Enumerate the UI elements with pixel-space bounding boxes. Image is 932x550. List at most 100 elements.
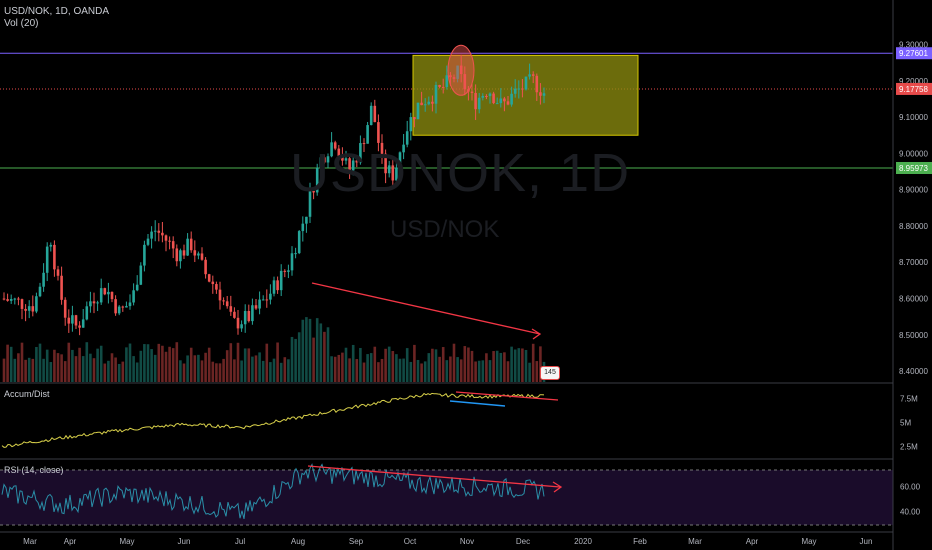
accum-dist-pane[interactable] — [1, 391, 559, 448]
volume-bar — [337, 354, 341, 382]
candle-body — [326, 156, 330, 163]
candle-body — [366, 125, 369, 144]
candle-body — [157, 230, 161, 233]
volume-bar — [114, 357, 117, 382]
volume-bar — [74, 356, 78, 382]
candle-body — [312, 190, 315, 193]
volume-bar — [63, 361, 67, 382]
accum-tick-label: 5M — [900, 418, 911, 427]
volume-bar — [233, 359, 236, 382]
candle-body — [488, 93, 492, 97]
candle-body — [261, 299, 265, 301]
candle-body — [81, 319, 85, 328]
volume-bar — [287, 359, 290, 382]
candle-body — [287, 270, 290, 272]
candle-body — [510, 93, 513, 105]
volume-bar — [503, 352, 506, 382]
volume-bar — [535, 361, 539, 382]
candle-body — [168, 240, 171, 242]
volume-bar — [78, 347, 81, 382]
candle-body — [348, 158, 351, 171]
candle-body — [477, 97, 481, 110]
rsi-pane[interactable] — [0, 463, 893, 526]
volume-bar — [197, 354, 200, 382]
candle-body — [459, 65, 463, 75]
price-tick-label: 9.00000 — [899, 149, 928, 158]
candle-body — [344, 158, 348, 161]
volume-bar — [506, 361, 510, 382]
volume-bar — [539, 346, 542, 382]
volume-bar — [495, 350, 499, 382]
candle-body — [96, 302, 99, 304]
time-tick-label: Dec — [516, 537, 530, 546]
candle-body — [319, 157, 323, 168]
volume-bar — [510, 346, 513, 382]
time-tick-label: Apr — [64, 537, 77, 546]
volume-bar — [200, 360, 204, 382]
candle-body — [99, 288, 103, 303]
candle-body — [60, 275, 63, 300]
candle-body — [351, 160, 355, 171]
volume-bar — [434, 349, 438, 382]
candle-body — [535, 75, 539, 93]
volume-bar — [531, 343, 535, 382]
candle-body — [539, 92, 542, 96]
volume-bar — [139, 350, 143, 382]
candle-body — [524, 76, 528, 90]
volume-bar — [272, 358, 276, 382]
volume-bar — [189, 347, 193, 382]
candle-body — [499, 98, 503, 104]
candle-body — [49, 244, 53, 247]
volume-bar — [56, 353, 60, 382]
candle-body — [200, 253, 204, 260]
volume-bar — [186, 355, 189, 382]
candle-body — [542, 93, 546, 96]
volume-bar — [254, 355, 258, 382]
volume-bar — [405, 348, 409, 382]
volume-bar — [215, 363, 218, 382]
volume-bar — [20, 342, 24, 382]
volume-bar — [308, 318, 312, 382]
volume-trend-arrowhead — [531, 328, 542, 340]
volume-bar — [481, 360, 485, 382]
volume-bar — [344, 347, 348, 382]
candle-body — [301, 223, 305, 232]
volume-bar — [323, 331, 326, 382]
volume-badge: 145 — [540, 366, 560, 380]
candle-body — [247, 311, 251, 322]
candle-body — [337, 148, 341, 157]
candle-body — [20, 299, 24, 309]
candle-body — [470, 91, 474, 93]
volume-bar — [251, 356, 254, 382]
accum-dist-label: Accum/Dist — [4, 389, 50, 399]
candle-body — [463, 74, 467, 90]
volume-bar — [211, 361, 215, 382]
time-tick-label: Nov — [460, 537, 474, 546]
volume-bar — [107, 360, 110, 382]
volume-bar — [366, 354, 369, 382]
candle-body — [240, 324, 243, 329]
candle-body — [409, 117, 413, 132]
volume-label: Vol (20) — [4, 18, 39, 29]
candle-body — [503, 98, 506, 102]
volume-bar — [384, 348, 387, 382]
rsi-label: RSI (14, close) — [4, 465, 64, 475]
candle-body — [445, 75, 449, 88]
volume-bar — [9, 346, 13, 382]
candle-body — [225, 301, 229, 307]
candle-body — [395, 167, 398, 181]
volume-bar — [283, 357, 287, 382]
volume-bar — [276, 342, 279, 382]
candle-body — [398, 152, 402, 168]
accum-dist-support-line — [449, 400, 506, 407]
price-pane[interactable] — [0, 44, 893, 382]
candle-body — [528, 74, 531, 77]
volume-bar — [420, 363, 423, 382]
candle-body — [117, 306, 121, 314]
volume-bar — [222, 358, 225, 382]
rsi-tick-label: 60.00 — [900, 483, 921, 492]
volume-bar — [359, 347, 362, 382]
candle-body — [85, 306, 89, 320]
volume-bar — [373, 346, 377, 382]
